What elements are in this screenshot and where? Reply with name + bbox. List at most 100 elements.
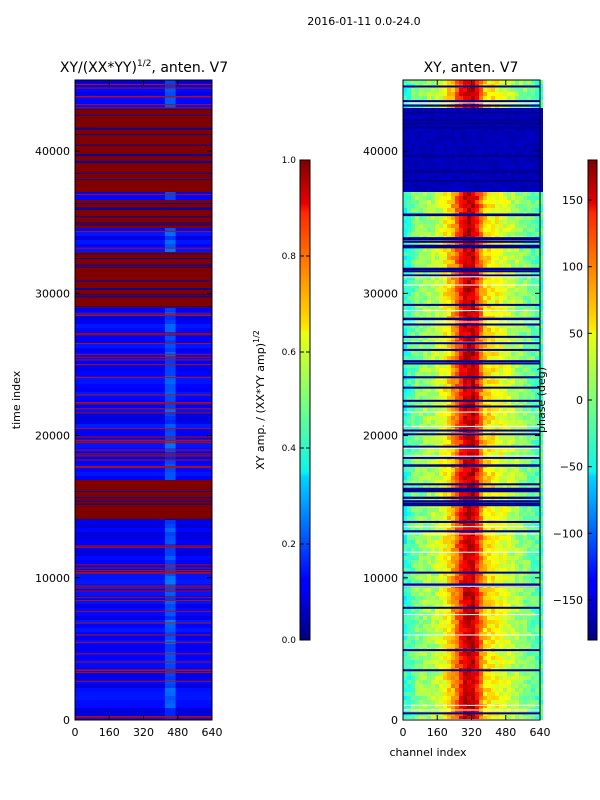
panel2-cell xyxy=(467,148,471,152)
panel2-cell xyxy=(471,128,475,132)
panel2-cell xyxy=(455,200,459,204)
panel2-cell xyxy=(503,152,507,156)
panel1-row xyxy=(75,204,212,208)
panel2-cell xyxy=(511,372,515,376)
panel2-cell xyxy=(435,636,439,640)
panel2-cell xyxy=(455,484,459,488)
panel2-cell xyxy=(431,508,435,512)
panel2-cell xyxy=(495,700,499,704)
panel2-cell xyxy=(499,328,503,332)
panel2-cell xyxy=(455,560,459,564)
panel2-cell xyxy=(403,516,407,520)
panel2-cell xyxy=(439,96,443,100)
panel2-cell xyxy=(467,300,471,304)
panel2-cell xyxy=(403,644,407,648)
panel2-cell xyxy=(403,272,407,276)
panel2-cell xyxy=(491,492,495,496)
panel2-cell xyxy=(487,324,491,328)
panel2-cell xyxy=(495,656,499,660)
panel2-cell xyxy=(407,632,411,636)
panel2-cell xyxy=(503,248,507,252)
panel2-cell xyxy=(451,564,455,568)
panel2-cell xyxy=(443,476,447,480)
panel2-cell xyxy=(447,548,451,552)
panel2-cell xyxy=(407,640,411,644)
panel2-cell xyxy=(495,636,499,640)
panel2-cell xyxy=(479,660,483,664)
panel2-cell xyxy=(491,156,495,160)
panel2-cell xyxy=(427,632,431,636)
panel1-stripe xyxy=(75,546,212,548)
panel2-cell xyxy=(499,164,503,168)
panel2-cell xyxy=(455,312,459,316)
panel2-cell xyxy=(403,380,407,384)
panel2-cell xyxy=(479,508,483,512)
panel2-cell xyxy=(415,484,419,488)
panel2-cell xyxy=(459,168,463,172)
panel2-cell xyxy=(507,468,511,472)
panel2-cell xyxy=(479,324,483,328)
panel2-cell xyxy=(419,528,423,532)
panel2-cell xyxy=(503,192,507,196)
panel2-cell xyxy=(443,344,447,348)
panel2-cell xyxy=(439,344,443,348)
panel2-cell xyxy=(511,228,515,232)
panel2-cell xyxy=(479,436,483,440)
panel2-cell xyxy=(443,480,447,484)
panel2-cell xyxy=(443,680,447,684)
panel1-row xyxy=(75,340,212,344)
panel1-stripe xyxy=(75,343,212,345)
panel2-cell xyxy=(423,196,427,200)
panel2-cell xyxy=(415,204,419,208)
panel2-cell xyxy=(443,204,447,208)
panel2-cell xyxy=(415,328,419,332)
panel2-cell xyxy=(479,692,483,696)
panel2-cell xyxy=(491,572,495,576)
panel2-cell xyxy=(475,380,479,384)
panel2-cell xyxy=(463,588,467,592)
panel2-cell xyxy=(419,272,423,276)
panel2-cell xyxy=(511,452,515,456)
panel2-cell xyxy=(479,644,483,648)
panel2-cell xyxy=(507,680,511,684)
panel2-cell xyxy=(447,696,451,700)
panel2-cell xyxy=(471,556,475,560)
panel2-cell xyxy=(499,148,503,152)
panel1-row xyxy=(75,300,212,304)
panel2-cell xyxy=(435,388,439,392)
panel2-cell xyxy=(447,588,451,592)
panel2-cell xyxy=(439,656,443,660)
panel1-band xyxy=(164,528,176,532)
panel2-cell xyxy=(439,172,443,176)
panel2-cell xyxy=(451,620,455,624)
panel2-cell xyxy=(407,152,411,156)
panel2-cell xyxy=(495,596,499,600)
panel2-cell xyxy=(475,136,479,140)
panel2-cell xyxy=(463,208,467,212)
panel2-cell xyxy=(439,296,443,300)
panel2-cell xyxy=(427,604,431,608)
panel2-cell xyxy=(503,380,507,384)
panel2-cell xyxy=(427,420,431,424)
panel2-cell xyxy=(411,256,415,260)
panel2-cell xyxy=(407,368,411,372)
panel2-cell xyxy=(439,472,443,476)
panel2-cell xyxy=(411,388,415,392)
panel2-cell xyxy=(491,568,495,572)
panel1-stripe xyxy=(75,412,212,414)
panel2-cell xyxy=(403,228,407,232)
panel2-cell xyxy=(507,192,511,196)
panel2-cell xyxy=(463,184,467,188)
panel2-cell xyxy=(443,544,447,548)
panel2-cell xyxy=(443,248,447,252)
panel2-cell xyxy=(415,684,419,688)
panel2-cell xyxy=(499,344,503,348)
panel2-cell xyxy=(483,292,487,296)
panel2-cell xyxy=(455,656,459,660)
panel2-cell xyxy=(515,224,519,228)
panel2-cell xyxy=(423,704,427,708)
panel2-cell xyxy=(431,452,435,456)
panel2-cell xyxy=(475,356,479,360)
panel2-cell xyxy=(503,324,507,328)
panel2-cell xyxy=(423,556,427,560)
